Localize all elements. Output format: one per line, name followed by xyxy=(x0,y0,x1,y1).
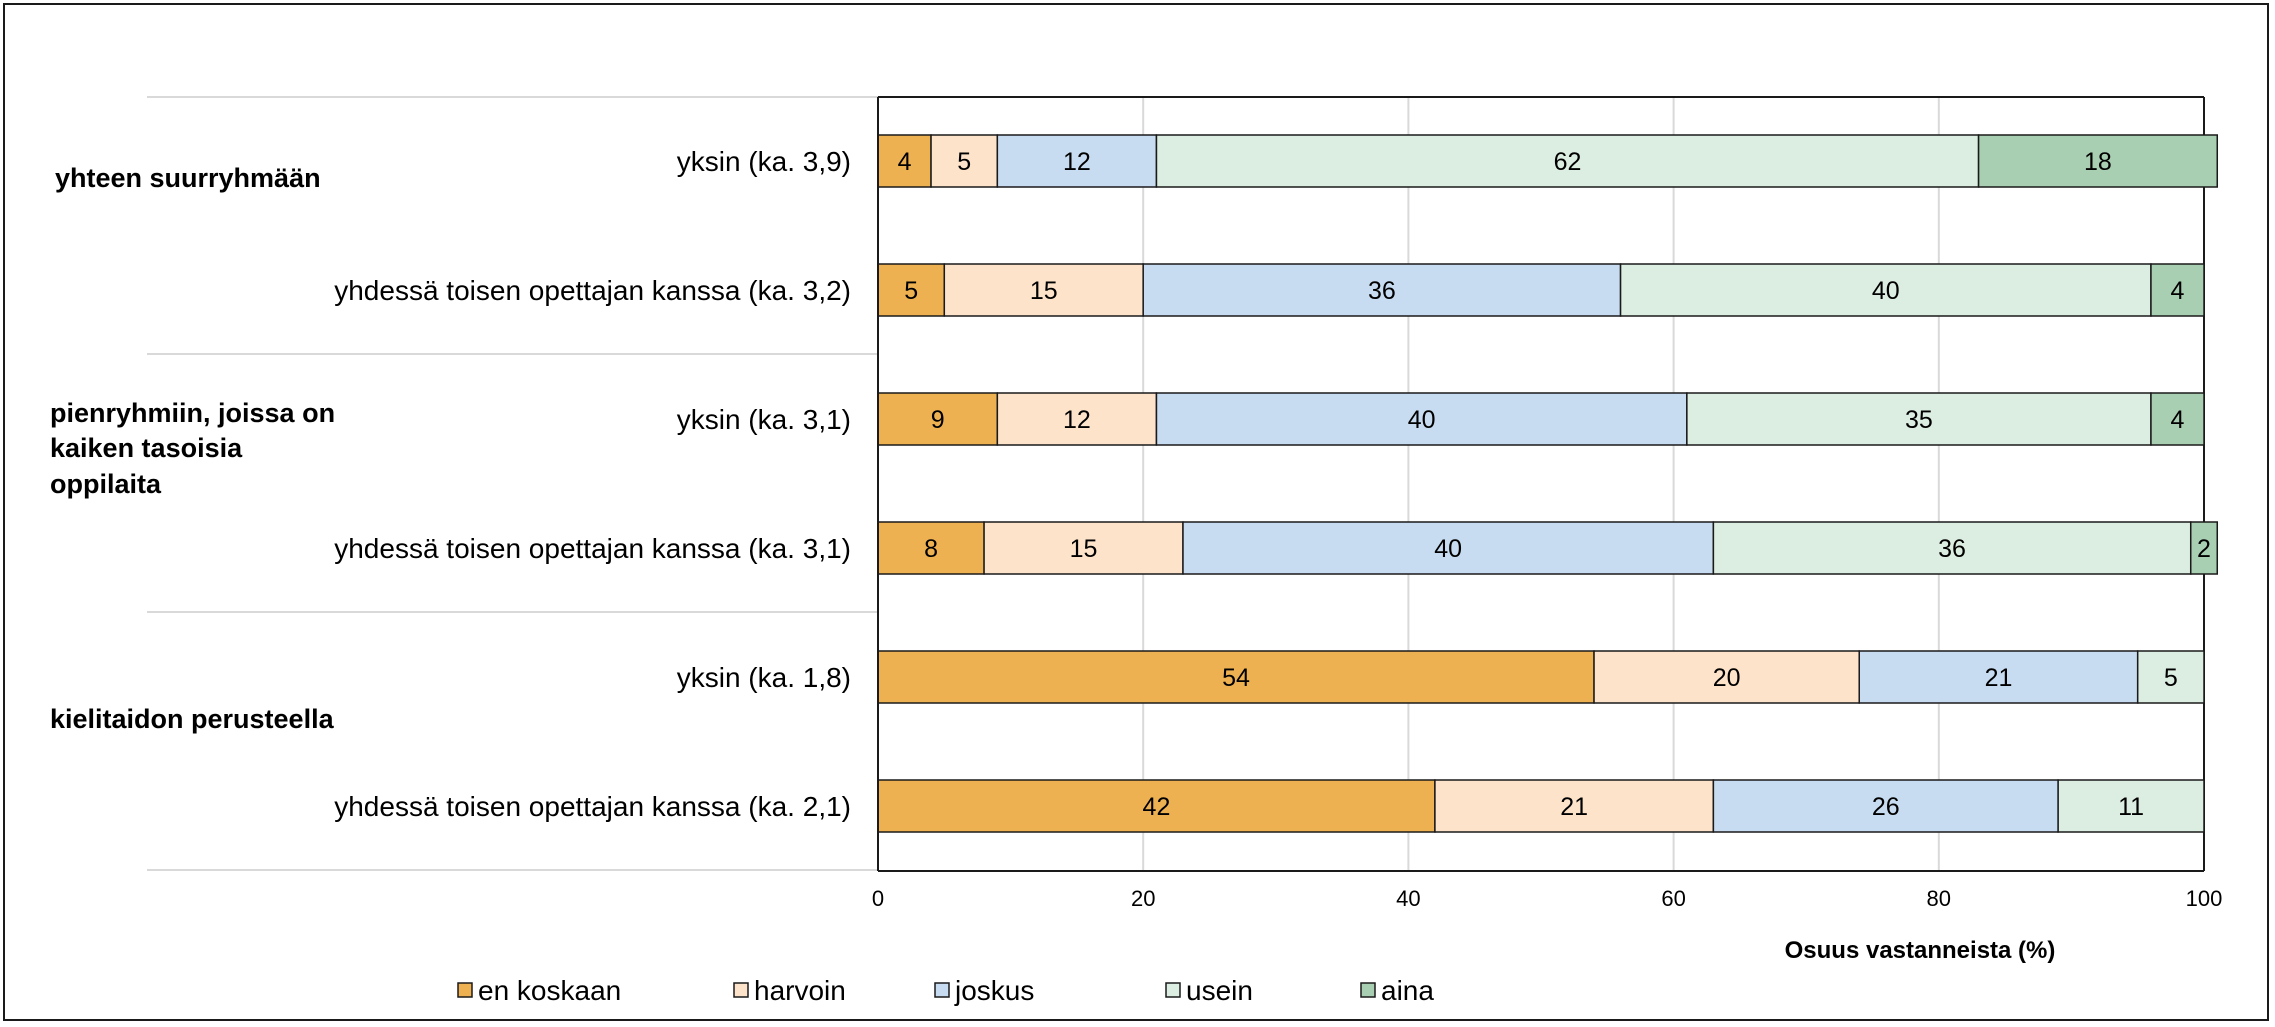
bar-value-label: 20 xyxy=(1713,664,1741,692)
x-tick-label: 100 xyxy=(2186,886,2223,911)
x-tick-label: 20 xyxy=(1131,886,1155,911)
bar-segment xyxy=(1977,134,2219,188)
bar-value-label: 5 xyxy=(957,148,971,176)
bar-segment xyxy=(1593,650,1860,704)
bar-segment xyxy=(2136,650,2205,704)
bar-value-label: 35 xyxy=(1905,406,1933,434)
bar-segment xyxy=(877,392,999,446)
bar-segment xyxy=(1712,521,2192,575)
bar-segment xyxy=(1142,263,1622,317)
bar-segment xyxy=(996,134,1158,188)
bar-value-label: 12 xyxy=(1063,406,1091,434)
bar-value-label: 5 xyxy=(904,277,918,305)
legend-label: en koskaan xyxy=(478,975,621,1006)
x-tick-label: 0 xyxy=(872,886,884,911)
legend-swatch xyxy=(1360,982,1376,998)
bar-segment xyxy=(2150,263,2205,317)
bar-value-label: 5 xyxy=(2164,664,2178,692)
group-label: kaiken tasoisia xyxy=(50,433,243,463)
x-axis-title: Osuus vastanneista (%) xyxy=(1785,937,2056,964)
bar-segment xyxy=(1619,263,2152,317)
bar-segment xyxy=(2189,521,2219,575)
bar-segment xyxy=(2057,779,2205,833)
category-label: yksin (ka. 3,9) xyxy=(677,146,851,177)
bar-value-label: 40 xyxy=(1408,406,1436,434)
bar-value-label: 54 xyxy=(1222,664,1250,692)
x-tick-label: 80 xyxy=(1927,886,1951,911)
bar-value-label: 36 xyxy=(1368,277,1396,305)
legend-swatch xyxy=(934,982,950,998)
bar-segment xyxy=(983,521,1184,575)
bar-segment xyxy=(1155,392,1688,446)
bar-value-label: 26 xyxy=(1872,793,1900,821)
legend-swatch xyxy=(1165,982,1181,998)
bar-segment xyxy=(1858,650,2139,704)
legend-label: aina xyxy=(1381,975,1434,1006)
category-label: yhdessä toisen opettajan kanssa (ka. 3,2… xyxy=(334,275,851,306)
bar-segment xyxy=(1155,134,1980,188)
bar-value-label: 21 xyxy=(1560,793,1588,821)
bar-value-label: 4 xyxy=(2171,406,2185,434)
bar-segment xyxy=(1686,392,2152,446)
bar-segment xyxy=(2150,392,2205,446)
bar-value-label: 42 xyxy=(1143,793,1171,821)
bar-value-label: 12 xyxy=(1063,148,1091,176)
legend-label: harvoin xyxy=(754,975,846,1006)
bar-segment xyxy=(996,392,1158,446)
bar-segment xyxy=(1434,779,1715,833)
category-label: yksin (ka. 3,1) xyxy=(677,404,851,435)
legend-swatch xyxy=(733,982,749,998)
group-label: kielitaidon perusteella xyxy=(50,704,335,734)
bar-segment xyxy=(877,263,946,317)
bar-value-label: 11 xyxy=(2118,793,2144,821)
bar-value-label: 4 xyxy=(898,148,912,176)
bar-value-label: 18 xyxy=(2084,148,2112,176)
bar-value-label: 36 xyxy=(1938,535,1966,563)
bar-value-label: 8 xyxy=(924,535,938,563)
bar-value-label: 40 xyxy=(1434,535,1462,563)
bar-value-label: 9 xyxy=(931,406,945,434)
bar-segment xyxy=(877,134,932,188)
category-label: yhdessä toisen opettajan kanssa (ka. 2,1… xyxy=(334,791,851,822)
legend-swatch xyxy=(457,982,473,998)
bar-value-label: 15 xyxy=(1070,535,1098,563)
bar-segment xyxy=(1182,521,1715,575)
bar-value-label: 21 xyxy=(1985,664,2013,692)
group-label: yhteen suurryhmään xyxy=(55,163,321,193)
x-tick-label: 40 xyxy=(1396,886,1420,911)
bar-value-label: 15 xyxy=(1030,277,1058,305)
legend-label: usein xyxy=(1186,975,1253,1006)
legend-label: joskus xyxy=(954,975,1034,1006)
x-tick-label: 60 xyxy=(1661,886,1685,911)
category-label: yhdessä toisen opettajan kanssa (ka. 3,1… xyxy=(334,533,851,564)
bar-segment xyxy=(877,650,1595,704)
category-label: yksin (ka. 1,8) xyxy=(677,662,851,693)
group-label: oppilaita xyxy=(50,469,162,499)
bar-value-label: 4 xyxy=(2171,277,2185,305)
group-label: pienryhmiin, joissa on xyxy=(50,398,335,428)
bar-value-label: 62 xyxy=(1554,148,1582,176)
bar-value-label: 2 xyxy=(2197,535,2211,563)
bar-value-label: 40 xyxy=(1872,277,1900,305)
